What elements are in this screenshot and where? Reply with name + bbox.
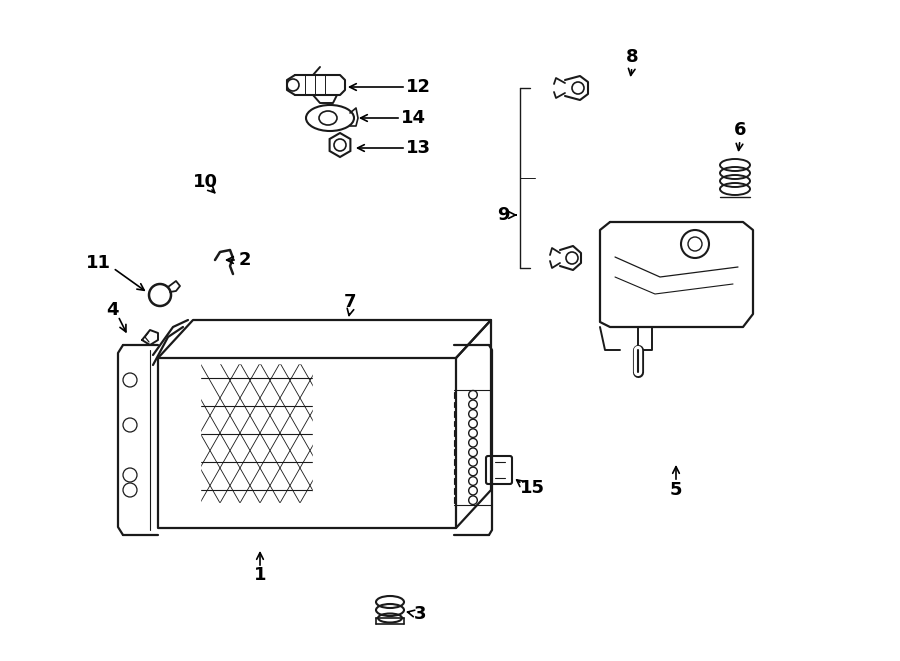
Text: 12: 12 [406,78,430,96]
Text: 10: 10 [193,173,218,191]
Text: 5: 5 [670,481,682,499]
Text: 3: 3 [414,605,427,623]
Text: 4: 4 [106,301,118,319]
Text: 8: 8 [626,48,638,66]
Text: 7: 7 [344,293,356,311]
Text: 13: 13 [406,139,430,157]
Text: 11: 11 [86,254,111,272]
Text: 9: 9 [497,206,509,224]
Text: 1: 1 [254,566,266,584]
Text: 14: 14 [400,109,426,127]
Text: 15: 15 [519,479,544,497]
Text: 2: 2 [238,251,251,269]
Text: 6: 6 [734,121,746,139]
